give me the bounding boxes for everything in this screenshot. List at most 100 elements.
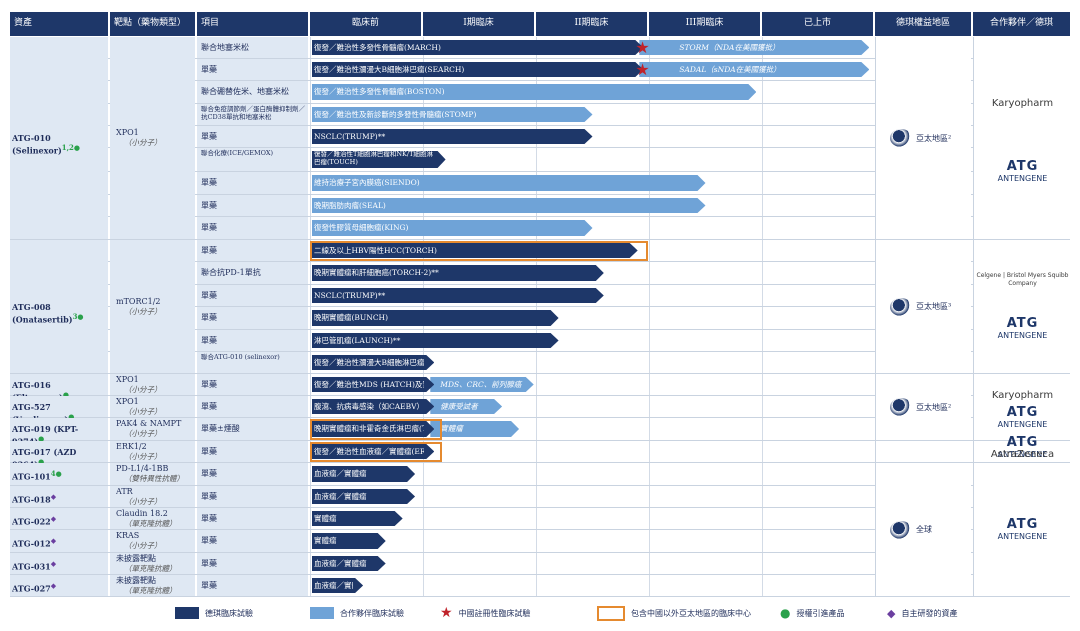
stage-cell-bg (423, 486, 534, 507)
target-cell-bg (110, 396, 195, 417)
stage-cell-bg (423, 463, 534, 485)
legend-partner: 合作夥伴臨床試驗 (310, 605, 404, 621)
item-label: 單藥 (201, 223, 217, 232)
item-cell-bg (197, 330, 308, 351)
drug-type-label: （單克隆抗體） (124, 563, 177, 573)
globe-asia-icon (890, 297, 912, 316)
asset-cell-bg (10, 486, 108, 507)
stage-cell-bg (649, 240, 760, 261)
header-target: 靶點（藥物類型） (110, 12, 195, 36)
trial-bar (312, 129, 593, 144)
item-label: 單藥 (201, 313, 217, 322)
item-label: 聯合化療(ICE/GEMOX) (201, 149, 273, 157)
asset-cell-bg (10, 374, 108, 395)
antengene-logo-icon: ATG (1006, 158, 1039, 174)
asset-cell-bg (10, 575, 108, 596)
extension-bar (430, 377, 533, 392)
apac-highlight-box (310, 419, 443, 440)
globe-asia-icon (890, 398, 912, 416)
stage-cell-bg (762, 374, 873, 395)
item-cell-bg (197, 553, 308, 574)
item-cell-bg (197, 441, 308, 462)
row-divider (10, 239, 1070, 240)
asset-label: ATG-010 (Selinexor) (12, 133, 62, 156)
stage-cell-bg (536, 396, 647, 417)
trial-bar (312, 198, 706, 213)
stage-cell-bg (762, 418, 873, 440)
stage-cell-bg (762, 553, 873, 574)
target-name: Claudin 18.2 （單克隆抗體） (116, 509, 194, 529)
trial-bar (312, 175, 706, 191)
stage-cell-bg (762, 240, 873, 261)
row-divider (10, 284, 1070, 285)
asset-label: ATG-008 (Onatasertib) (12, 301, 73, 325)
antengene-logo-icon: ATG (1006, 435, 1039, 450)
green-dot-icon: ● (780, 606, 791, 620)
apac-highlight-box (310, 442, 443, 462)
header-phase2: II期臨床 (536, 12, 647, 36)
stage-cell-bg (536, 553, 647, 574)
trial-label: 淋巴管肌瘤(LAUNCH)** (314, 335, 401, 345)
stage-cell-bg (423, 575, 534, 596)
partner-cell-bg (973, 463, 1070, 596)
target-cell-bg (110, 240, 195, 373)
item-label: 單藥 (201, 558, 217, 568)
row-divider (10, 440, 1070, 441)
partner-name: ANTENGENE (997, 330, 1048, 340)
partner-cell-bg (973, 374, 1070, 440)
stage-cell-bg (536, 486, 647, 507)
stage-cell-bg (649, 126, 760, 147)
drug-type-label: （單克隆抗體） (124, 518, 177, 528)
stage-cell-bg (762, 195, 873, 216)
row-divider (10, 306, 1070, 307)
row-divider (10, 507, 1070, 508)
stage-cell-bg (423, 530, 534, 552)
asset-name: ATG-010 (Selinexor)1,2● (12, 133, 108, 156)
row-divider (10, 261, 1070, 262)
partner-cell-bg (973, 240, 1070, 373)
drug-type-label: （小分子） (124, 496, 162, 506)
partner-swatch (310, 607, 334, 619)
target-name: ERK1/2 （小分子） (116, 442, 194, 462)
highlight-box-icon (597, 605, 625, 621)
stage-cell-bg (649, 148, 760, 171)
item-label: 單藥±煙酸 (201, 424, 240, 433)
item-label: 單藥 (201, 446, 217, 456)
region-label: 亞太地區² (916, 402, 952, 412)
extension-bar (430, 421, 519, 437)
stage-cell-bg (762, 126, 873, 147)
stage-cell-bg (649, 104, 760, 125)
item-cell-bg (197, 530, 308, 552)
target-label: ATR (116, 486, 133, 496)
trial-label: 二線及以上HBV陽性HCC(TORCH) (314, 245, 437, 255)
asset-cell-bg (10, 508, 108, 529)
row-divider (10, 596, 1070, 597)
trial-label: NSCLC(TRUMP)** (314, 131, 386, 141)
self-swatch (175, 607, 199, 619)
stage-cell-bg (762, 486, 873, 507)
header-partner: 合作夥伴／德琪 (973, 12, 1070, 36)
target-label: 未披露靶點 (116, 553, 156, 563)
item-cell-bg (197, 172, 308, 194)
partner-name: ANTENGENE (997, 531, 1048, 541)
item-label: 單藥 (201, 580, 217, 590)
item-label: 單藥 (201, 401, 217, 411)
row-divider (10, 216, 1070, 217)
stage-cell-bg (649, 374, 760, 395)
licensed-dot-icon: 3● (72, 311, 84, 321)
licensed-dot-icon: ● (38, 434, 45, 443)
target-label: 未披露靶點 (116, 575, 156, 585)
trial-label: 復發性膠質母細胞瘤(KING) (314, 223, 409, 232)
legend-label: 授權引進產品 (796, 608, 845, 618)
target-cell-bg (110, 530, 195, 552)
trial-label: 維持治療子宮內膜癌(SIENDO) (314, 178, 420, 187)
partner-name: ANTENGENE (997, 420, 1048, 429)
item-cell-bg (197, 374, 308, 395)
row-divider (10, 171, 1070, 172)
trial-label: 實體瘤 (314, 536, 337, 545)
item-label: 單藥 (201, 469, 217, 478)
asset-name: ATG-008 (Onatasertib)3● (12, 302, 108, 325)
inhouse-diamond-icon: ◆ (50, 558, 57, 568)
stage-cell-bg (649, 217, 760, 239)
star-icon: ★ (440, 605, 453, 621)
